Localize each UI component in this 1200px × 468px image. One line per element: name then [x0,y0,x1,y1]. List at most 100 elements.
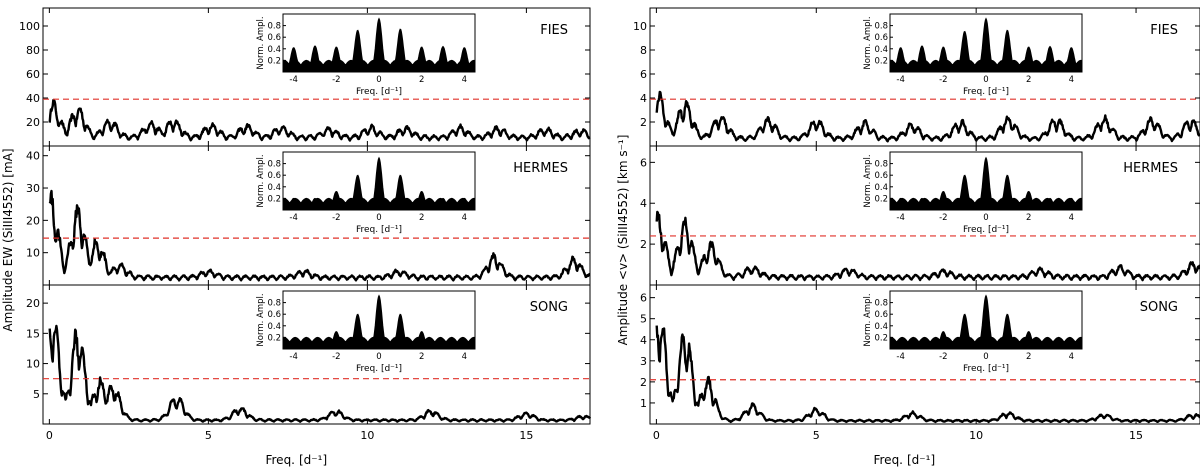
instrument-label: FIES [1150,23,1178,38]
instrument-label: HERMES [1123,161,1178,176]
inset-x-tick-label: -2 [332,352,340,362]
y-tick-label: 20 [26,214,40,227]
instrument-label: FIES [540,23,568,38]
inset-y-tick-label: 0.2 [267,194,281,204]
inset-ylabel: Norm. Ampl. [863,154,873,207]
inset-x-tick-label: 0 [376,75,381,85]
y-tick-label: 8 [640,44,647,57]
inset-y-tick-label: 0.2 [267,333,281,343]
inset-x-tick-label: 4 [462,352,467,362]
inset-y-tick-label: 0.2 [874,56,888,66]
panel-fies-0: 20 40 60 80 100 FIES 0.20.4 0.60.8 -4 -2 0 2 4 Freq. … [19,7,591,147]
inset-y-tick-label: 0.2 [874,333,888,343]
inset-y-tick-label: 0.8 [874,22,888,32]
instrument-label: SONG [530,300,568,315]
inset-x-tick-label: 2 [419,352,424,362]
y-tick-label: 1 [640,397,647,410]
y-tick-label: 30 [26,182,40,195]
left-xlabel-text: Freq. [265,453,295,467]
y-tick-label: 80 [26,44,40,57]
inset-x-tick-label: 4 [1069,352,1074,362]
periodogram-line [655,90,1200,143]
y-tick-label: 60 [26,68,40,81]
inset-y-tick-label: 0.4 [267,183,281,193]
inset-x-tick-label: -2 [332,213,340,223]
x-tick-label: 5 [813,429,820,442]
periodogram-line [48,324,592,423]
inset-y-tick-label: 0.8 [874,299,888,309]
inset-x-tick-label: 4 [462,213,467,223]
inset-xlabel: Freq. [d⁻¹] [356,87,402,97]
inset-y-tick-label: 0.6 [267,171,281,181]
instrument-label: SONG [1140,300,1178,315]
inset-spectral-window [889,17,1083,73]
inset-fies: 0.20.4 0.60.8 -4 -2 0 2 4 Freq. [d⁻¹] Norm. Ampl… [863,13,1083,97]
inset-x-tick-label: 0 [983,75,988,85]
inset-y-tick-label: 0.4 [874,45,888,55]
inset-spectral-window [282,294,476,350]
inset-y-tick-label: 0.8 [267,299,281,309]
y-tick-label: 6 [640,292,647,305]
y-tick-label: 6 [640,68,647,81]
inset-ylabel: Norm. Ampl. [863,16,873,69]
y-tick-label: 4 [640,92,647,105]
inset-x-tick-label: -2 [939,352,947,362]
inset-ylabel: Norm. Ampl. [863,293,873,346]
left-xlabel-unit: [d⁻¹] [299,453,327,467]
right-xlabel-unit: [d⁻¹] [907,453,935,467]
y-tick-label: 5 [640,313,647,326]
inset-x-tick-label: 0 [983,352,988,362]
inset-spectral-window [889,156,1083,211]
x-tick-label: 15 [1129,429,1143,442]
inset-xlabel: Freq. [d⁻¹] [963,225,1009,235]
panel-hermes-0: 10 20 30 40 HERMES 0.20.4 0.60.8 -4 -2 0 2 4 Freq. [… [26,145,591,286]
x-tick-label: 10 [969,429,983,442]
periodogram-line [48,189,591,282]
y-tick-label: 6 [640,156,647,169]
y-tick-label: 4 [640,334,647,347]
inset-x-tick-label: 0 [376,213,381,223]
left-ylabel: Amplitude EW (SiIII4552) [mA] [1,148,15,331]
inset-y-tick-label: 0.6 [874,171,888,181]
right-ylabel: Amplitude <v> (SiIII4552) [km s⁻¹] [616,135,630,346]
y-tick-label: 4 [640,197,647,210]
inset-x-tick-label: 2 [1026,213,1031,223]
inset-spectral-window [282,17,476,73]
inset-x-tick-label: -4 [289,352,297,362]
y-tick-label: 2 [640,116,647,129]
panel-song-0: 5 10 15 20 0 5 10 15 SONG 0.20.4 0.60.8 -4 -2 0 2 4 Freq… [26,284,592,442]
inset-x-tick-label: -4 [896,75,904,85]
y-tick-label: 40 [26,92,40,105]
inset-x-tick-label: 4 [462,75,467,85]
x-tick-label: 0 [46,429,53,442]
inset-y-tick-label: 0.6 [874,33,888,43]
x-tick-label: 10 [360,429,374,442]
y-tick-label: 15 [26,327,40,340]
panel-song-1: 1 2 3 4 5 6 0 5 10 15 SONG 0.20.4 0.60.8 -4 -2 0 2 4 Freq.… [640,284,1200,442]
inset-ylabel: Norm. Ampl. [256,16,266,69]
y-tick-label: 100 [19,20,40,33]
y-tick-label: 2 [640,376,647,389]
inset-song: 0.20.4 0.60.8 -4 -2 0 2 4 Freq. [d⁻¹] Norm. Ampl… [863,290,1083,374]
inset-ylabel: Norm. Ampl. [256,154,266,207]
instrument-label: HERMES [513,161,568,176]
right-xlabel: Freq. [d⁻¹] [873,453,935,467]
periodogram-line [655,325,1200,424]
inset-hermes: 0.20.4 0.60.8 -4 -2 0 2 4 Freq. [d⁻¹] Norm. Ampl… [256,151,476,235]
inset-spectral-window [282,156,476,211]
right-xlabel-text: Freq. [873,453,903,467]
inset-y-tick-label: 0.6 [267,310,281,320]
inset-y-tick-label: 0.2 [874,194,888,204]
inset-x-tick-label: 0 [376,352,381,362]
inset-y-tick-label: 0.4 [267,45,281,55]
inset-fies: 0.20.4 0.60.8 -4 -2 0 2 4 Freq. [d⁻¹] Norm. Ampl… [256,13,476,97]
y-tick-label: 20 [26,116,40,129]
inset-y-tick-label: 0.4 [874,322,888,332]
inset-x-tick-label: -4 [289,213,297,223]
y-tick-label: 10 [26,247,40,260]
inset-y-tick-label: 0.4 [267,322,281,332]
inset-xlabel: Freq. [d⁻¹] [963,87,1009,97]
